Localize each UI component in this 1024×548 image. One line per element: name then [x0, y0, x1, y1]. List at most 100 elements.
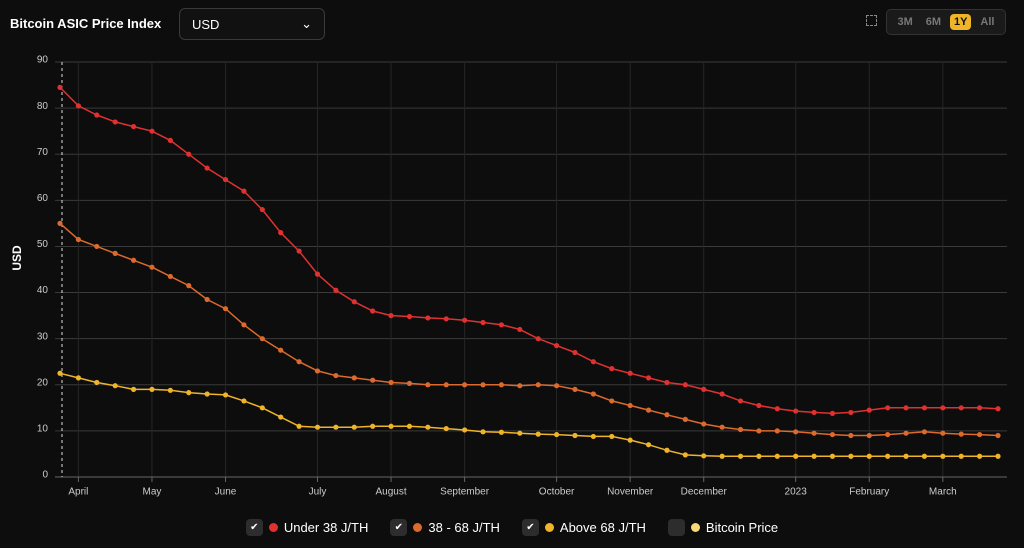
- data-point: [186, 151, 192, 157]
- currency-select[interactable]: USD ⌄: [179, 8, 325, 40]
- data-point: [204, 296, 210, 303]
- data-point: [222, 176, 229, 183]
- y-tick-label: 60: [37, 193, 49, 204]
- data-point: [425, 424, 431, 430]
- data-point: [848, 453, 854, 459]
- data-point: [75, 236, 81, 243]
- legend-checkbox[interactable]: [667, 519, 685, 536]
- y-tick-label: 10: [37, 424, 49, 435]
- legend-label: 38 - 68 J/TH: [428, 520, 500, 535]
- fullscreen-button[interactable]: [866, 15, 877, 26]
- data-point: [848, 432, 854, 439]
- x-tick-label: 2023: [785, 487, 808, 498]
- data-point: [737, 453, 744, 459]
- data-point: [609, 398, 615, 404]
- y-axis-label: USD: [10, 245, 24, 271]
- data-point: [701, 453, 707, 459]
- y-tick-label: 70: [37, 147, 49, 158]
- data-point: [977, 431, 983, 438]
- data-point: [903, 405, 909, 411]
- x-tick-label: November: [607, 487, 654, 498]
- range-button[interactable]: 6M: [925, 16, 942, 28]
- x-tick-label: April: [68, 487, 88, 498]
- legend-checkbox[interactable]: ✔: [245, 519, 263, 536]
- data-point: [572, 349, 578, 356]
- series-line: [59, 86, 999, 415]
- range-button[interactable]: 1Y: [949, 14, 972, 30]
- legend-checkbox[interactable]: ✔: [521, 519, 539, 536]
- data-point: [517, 326, 523, 333]
- data-point: [572, 432, 578, 439]
- chevron: ⌄: [301, 16, 312, 31]
- legend: ✔ Under 38 J/TH ✔ 38 - 68 J/TH ✔ Above 68 J/T…: [0, 519, 1024, 536]
- x-tick-label: March: [929, 487, 957, 498]
- legend-item[interactable]: ✔ 38 - 68 J/TH: [390, 519, 500, 536]
- data-point: [425, 315, 431, 321]
- data-point: [314, 368, 321, 374]
- data-point: [590, 359, 596, 365]
- data-point: [94, 379, 100, 386]
- y-tick-label: 40: [37, 285, 49, 296]
- data-point: [517, 430, 523, 436]
- data-point: [756, 428, 762, 434]
- data-point: [553, 383, 560, 389]
- data-point: [333, 287, 339, 293]
- legend-swatch: [690, 523, 700, 532]
- data-point: [921, 453, 928, 459]
- legend-item[interactable]: ✔ Under 38 J/TH: [245, 519, 368, 536]
- data-point: [645, 442, 652, 448]
- data-point: [149, 128, 155, 134]
- data-point: [370, 377, 376, 383]
- data-point: [553, 431, 560, 438]
- x-tick-label: October: [539, 487, 575, 498]
- series-line: [59, 372, 998, 458]
- data-point: [241, 188, 247, 194]
- data-point: [774, 453, 780, 459]
- data-point: [351, 299, 357, 305]
- data-point: [296, 423, 302, 429]
- legend-swatch: [413, 523, 423, 532]
- data-point: [903, 430, 909, 436]
- data-point: [112, 119, 118, 125]
- legend-checkbox[interactable]: ✔: [390, 519, 408, 536]
- data-point: [388, 423, 394, 429]
- data-point: [314, 271, 321, 277]
- data-point: [995, 453, 1001, 459]
- data-point: [351, 424, 357, 430]
- data-point: [443, 425, 449, 432]
- data-point: [609, 366, 615, 372]
- data-point: [627, 437, 633, 443]
- data-point: [425, 382, 431, 388]
- data-point: [278, 230, 284, 236]
- data-point: [811, 453, 817, 459]
- data-point: [167, 273, 173, 280]
- legend-label: Above 68 J/TH: [559, 520, 646, 535]
- range-button[interactable]: 3M: [897, 16, 913, 28]
- data-point: [940, 430, 946, 436]
- legend-swatch: [544, 523, 554, 532]
- range-button[interactable]: All: [980, 16, 995, 28]
- data-point: [535, 431, 541, 437]
- data-point: [811, 409, 817, 416]
- data-point: [958, 453, 964, 459]
- currency-value: USD: [192, 16, 220, 32]
- legend-item[interactable]: Bitcoin Price: [667, 519, 778, 536]
- legend-item[interactable]: ✔ Above 68 J/TH: [521, 519, 646, 536]
- data-point: [241, 398, 247, 404]
- data-point: [774, 406, 780, 412]
- data-point: [204, 391, 210, 397]
- y-tick-label: 20: [37, 377, 49, 388]
- y-tick-label: 90: [37, 55, 49, 66]
- data-point: [94, 112, 100, 118]
- page-title: Bitcoin ASIC Price Index: [10, 16, 162, 31]
- data-point: [958, 431, 964, 437]
- y-tick-label: 0: [42, 470, 48, 481]
- x-tick-label: February: [849, 487, 889, 498]
- data-point: [112, 250, 118, 256]
- data-point: [737, 398, 744, 404]
- data-point: [314, 424, 321, 430]
- x-tick-label: July: [309, 487, 327, 498]
- data-point: [498, 429, 505, 435]
- legend-swatch: [268, 523, 278, 532]
- data-point: [480, 382, 486, 388]
